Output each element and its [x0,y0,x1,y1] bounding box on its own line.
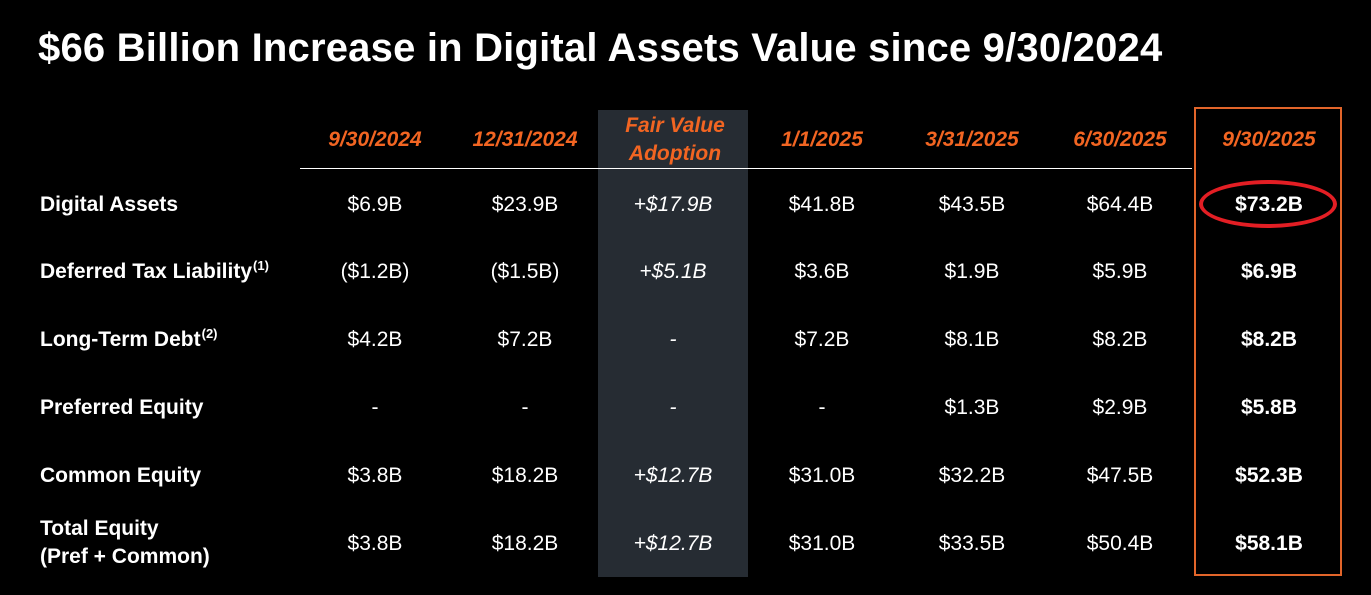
table-cell: $5.9B [1092,260,1148,283]
table-cell: $32.2B [938,464,1006,487]
col-header-9-30-2024: 9/30/2024 [328,128,422,151]
table-cell: $7.2B [497,328,553,351]
table-cell: $41.8B [788,193,856,216]
row-label-common-equity: Common Equity [40,464,201,487]
col-header-6-30-2025: 6/30/2025 [1073,128,1167,151]
table-cell: $47.5B [1086,464,1154,487]
table-cell: $43.5B [938,193,1006,216]
table-cell: $8.1B [944,328,1000,351]
table-cell: +$17.9B [633,193,713,216]
table-cell: $1.9B [944,260,1000,283]
highlight-oval [1199,180,1337,228]
table-cell: $33.5B [938,532,1006,555]
table-cell: $18.2B [491,464,559,487]
col-header-9-30-2025: 9/30/2025 [1222,128,1316,151]
table-cell: $58.1B [1235,532,1303,555]
table-cell: - [371,396,379,419]
table-cell: +$12.7B [633,464,713,487]
row-label-long-term-debt: Long-Term Debt (2) [40,325,218,352]
table-cell: $6.9B [347,193,403,216]
footnote-marker: (2) [201,325,218,341]
table-cell: $1.3B [944,396,1000,419]
table-cell: +$5.1B [639,260,707,283]
table-cell: ($1.5B) [490,260,560,283]
table-cell: $3.6B [794,260,850,283]
table-cell: ($1.2B) [340,260,410,283]
table-cell: $3.8B [347,464,403,487]
row-label-preferred-equity: Preferred Equity [40,396,204,419]
table-cell: $23.9B [491,193,559,216]
table-cell: $64.4B [1086,193,1154,216]
col-header-1-1-2025: 1/1/2025 [781,128,863,151]
table-cell: $5.8B [1240,396,1298,419]
table-cell: - [669,396,677,419]
page-title: $66 Billion Increase in Digital Assets V… [38,26,1163,70]
table-cell: $50.4B [1086,532,1154,555]
header-divider [300,168,1192,169]
table-cell: $31.0B [788,464,856,487]
row-label-deferred-tax-liability: Deferred Tax Liability (1) [40,257,269,284]
col-header-fair-value-adoption: Fair Value Adoption [625,114,725,165]
table-cell: $3.8B [347,532,403,555]
table-cell: - [521,396,529,419]
footnote-marker: (1) [253,257,269,273]
table-cell: $18.2B [491,532,559,555]
table-cell: $2.9B [1092,396,1148,419]
table-cell: - [669,328,677,351]
table-cell: - [818,396,826,419]
row-label-total-equity: Total Equity (Pref + Common) [40,517,210,568]
col-header-12-31-2024: 12/31/2024 [472,128,578,151]
table-cell: $31.0B [788,532,856,555]
col-header-3-31-2025: 3/31/2025 [925,128,1019,151]
table-cell: $4.2B [347,328,403,351]
table-cell: $8.2B [1240,328,1298,351]
table-cell: $8.2B [1092,328,1148,351]
table-cell: $6.9B [1240,260,1298,283]
table-cell: $7.2B [794,328,850,351]
latest-column-highlight-box [1194,107,1342,576]
fair-value-column-band [598,110,748,577]
table-cell: +$12.7B [633,532,713,555]
table-cell: $52.3B [1235,464,1303,487]
row-label-digital-assets: Digital Assets [40,193,179,216]
